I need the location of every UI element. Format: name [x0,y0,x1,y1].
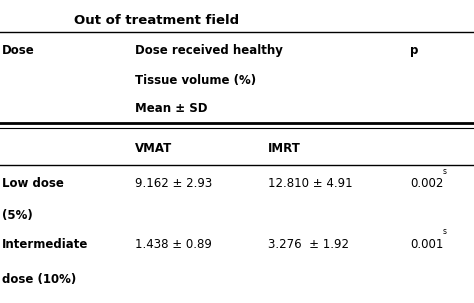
Text: Mean ± SD: Mean ± SD [135,102,208,115]
Text: Intermediate: Intermediate [2,238,89,251]
Text: 12.810 ± 4.91: 12.810 ± 4.91 [268,177,353,190]
Text: 3.276  ± 1.92: 3.276 ± 1.92 [268,238,349,251]
Text: Dose: Dose [2,44,35,57]
Text: Out of treatment field: Out of treatment field [74,14,239,27]
Text: VMAT: VMAT [135,142,173,155]
Text: Dose received healthy: Dose received healthy [135,44,283,57]
Text: s: s [442,227,446,236]
Text: IMRT: IMRT [268,142,301,155]
Text: 1.438 ± 0.89: 1.438 ± 0.89 [135,238,212,251]
Text: (5%): (5%) [2,209,33,222]
Text: Low dose: Low dose [2,177,64,190]
Text: Tissue volume (%): Tissue volume (%) [135,74,256,87]
Text: p: p [410,44,419,57]
Text: 0.002: 0.002 [410,177,443,190]
Text: s: s [442,167,446,176]
Text: 0.001: 0.001 [410,238,443,251]
Text: dose (10%): dose (10%) [2,273,77,286]
Text: 9.162 ± 2.93: 9.162 ± 2.93 [135,177,212,190]
